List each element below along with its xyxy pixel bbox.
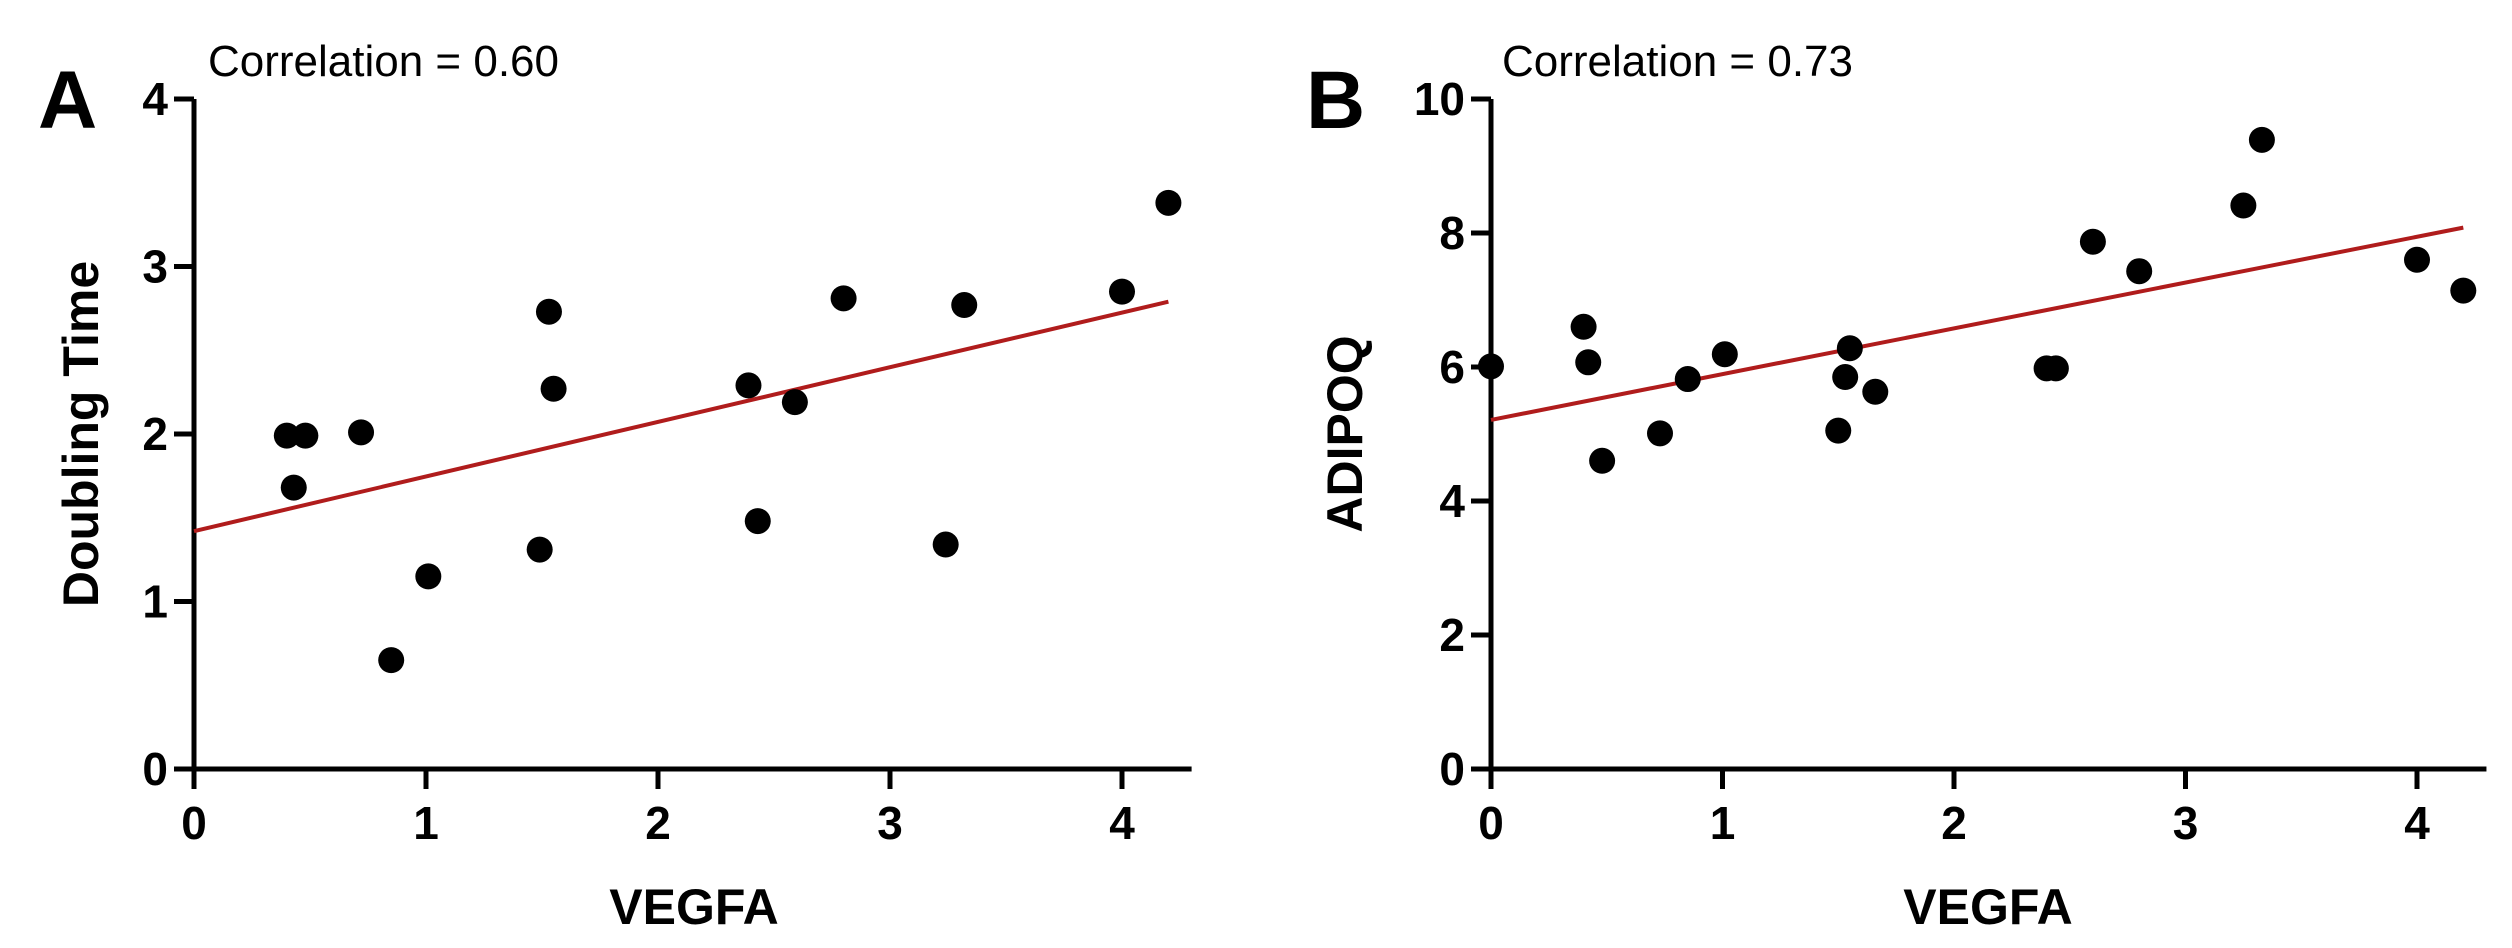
data-point	[378, 647, 405, 674]
x-tick-label: 2	[645, 797, 671, 849]
regression-line	[193, 299, 1169, 534]
x-tick-label: 3	[2173, 797, 2199, 849]
y-tick-label: 0	[1439, 743, 1465, 795]
x-tick-label: 3	[877, 797, 903, 849]
data-point	[1570, 313, 1597, 340]
y-tick-label: 2	[1439, 609, 1465, 661]
data-point	[280, 474, 307, 501]
data-point	[348, 419, 375, 446]
data-point	[535, 298, 562, 325]
y-tick-label: 6	[1439, 341, 1465, 393]
data-point	[735, 372, 762, 399]
x-tick-label: 1	[413, 797, 439, 849]
data-point	[2404, 246, 2430, 273]
data-point	[526, 536, 553, 563]
data-point	[1589, 447, 1616, 474]
data-point	[2248, 126, 2275, 153]
data-point	[1836, 335, 1863, 362]
y-tick-label: 2	[142, 408, 168, 460]
x-tick-label: 4	[1109, 797, 1135, 849]
data-point	[1478, 353, 1504, 380]
x-axis-label: VEGFA	[1903, 879, 2072, 935]
x-tick-label: 1	[1710, 797, 1736, 849]
y-tick-label: 4	[1439, 475, 1465, 527]
y-tick-label: 10	[1414, 73, 1465, 125]
data-point	[951, 292, 978, 319]
chart-title: Correlation = 0.73	[1502, 37, 1853, 86]
y-tick-label: 0	[142, 743, 168, 795]
x-tick-label: 2	[1941, 797, 1967, 849]
x-tick-label: 0	[181, 797, 207, 849]
data-point	[1711, 341, 1738, 368]
data-point	[292, 422, 319, 449]
data-point	[273, 422, 300, 449]
data-point	[2079, 228, 2106, 255]
regression-line	[1490, 225, 2464, 422]
x-axis-label: VEGFA	[609, 879, 778, 935]
data-point	[1646, 420, 1673, 447]
data-point	[540, 375, 567, 402]
panel-a: A Correlation = 0.60 Doubling Time VEGFA…	[38, 37, 1192, 935]
data-point	[1674, 366, 1701, 393]
chart-title: Correlation = 0.60	[208, 37, 559, 86]
y-tick-label: 1	[142, 576, 168, 628]
data-point	[2042, 355, 2069, 382]
data-point	[2126, 258, 2153, 285]
data-point	[415, 563, 442, 590]
data-point	[1825, 417, 1852, 444]
y-tick-label: 4	[142, 73, 168, 125]
panel-b: B Correlation = 0.73 ADIPOQ VEGFA 0 1 2 3 4 0…	[1306, 37, 2487, 935]
data-point	[830, 285, 857, 312]
x-tick-label: 4	[2404, 797, 2430, 849]
data-point	[1862, 378, 1889, 405]
data-point	[781, 389, 808, 416]
data-point	[744, 508, 771, 535]
panel-label: A	[38, 55, 97, 146]
data-point	[2230, 192, 2257, 219]
data-point	[1575, 349, 1602, 376]
data-point	[1832, 364, 1859, 391]
y-axis-label: Doubling Time	[53, 261, 109, 607]
data-point	[1109, 278, 1135, 305]
y-axis-label: ADIPOQ	[1317, 335, 1373, 532]
data-point	[2450, 277, 2477, 304]
data-point	[932, 531, 959, 558]
panel-label: B	[1306, 55, 1365, 146]
y-tick-label: 8	[1439, 207, 1465, 259]
y-tick-label: 3	[142, 241, 168, 293]
x-tick-label: 0	[1478, 797, 1504, 849]
data-point	[1155, 189, 1182, 216]
